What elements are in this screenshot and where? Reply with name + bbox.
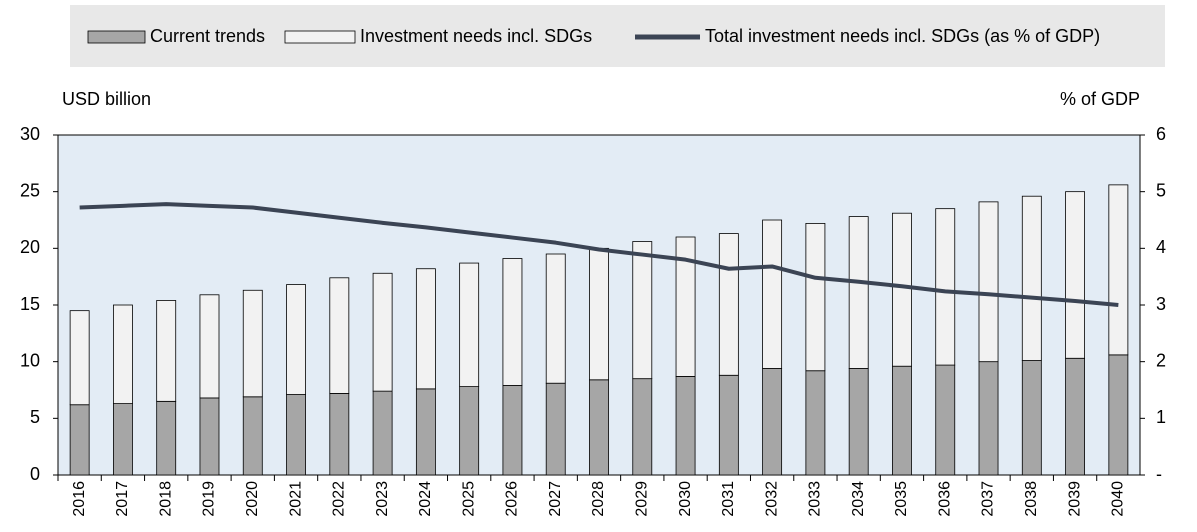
x-tick-label: 2017: [114, 481, 131, 517]
y-tick-label: 15: [20, 294, 40, 314]
bar: [718, 374, 739, 476]
bar: [415, 268, 436, 390]
bar: [1108, 184, 1129, 356]
x-tick-label: 2024: [417, 481, 434, 517]
bar: [762, 219, 783, 369]
bar: [632, 241, 653, 380]
x-tick-label: 2027: [547, 481, 564, 517]
y2-tick-label: 4: [1156, 237, 1166, 257]
bar: [156, 300, 177, 402]
bar: [329, 392, 350, 476]
bar: [415, 388, 436, 476]
line: [79, 202, 1119, 307]
bar: [978, 201, 999, 363]
bar: [1108, 354, 1129, 476]
bar: [502, 258, 523, 386]
bar: [1065, 191, 1086, 359]
x-tick-label: 2032: [763, 481, 780, 517]
bar: [156, 400, 177, 476]
bar: [1021, 360, 1042, 476]
bar: [286, 284, 306, 395]
bar: [372, 390, 393, 476]
legend-swatch: [87, 30, 146, 44]
bar: [762, 368, 783, 476]
x-tick-label: 2035: [893, 481, 910, 517]
bar: [242, 289, 263, 398]
y2-axis-title: % of GDP: [1060, 89, 1140, 109]
bar: [589, 247, 609, 381]
legend-label: Investment needs incl. SDGs: [360, 26, 592, 46]
bar: [545, 253, 566, 384]
x-tick-label: 2034: [850, 481, 867, 517]
bar: [675, 375, 696, 476]
bar: [848, 216, 869, 369]
y-tick-label: 5: [30, 407, 40, 427]
bar: [978, 361, 999, 476]
legend-label: Current trends: [150, 26, 265, 46]
bar: [935, 364, 956, 476]
bar: [112, 304, 133, 404]
x-tick-label: 2036: [936, 481, 953, 517]
x-tick-label: 2030: [677, 481, 694, 517]
bar: [892, 212, 912, 367]
bar: [675, 236, 696, 377]
bar: [1065, 357, 1086, 476]
bar: [242, 396, 263, 476]
x-tick-label: 2019: [201, 481, 218, 517]
bar: [589, 379, 609, 476]
y-tick-label: 30: [20, 124, 40, 144]
x-tick-label: 2029: [633, 481, 650, 517]
y-tick-label: 25: [20, 180, 40, 200]
bar: [502, 385, 523, 476]
bar: [632, 378, 653, 476]
bar: [372, 272, 393, 392]
y-axis-title: USD billion: [62, 89, 151, 109]
bar: [1021, 195, 1042, 361]
x-tick-label: 2022: [331, 481, 348, 517]
y2-tick-label: 2: [1156, 350, 1166, 370]
y-tick-label: 20: [20, 237, 40, 257]
bar: [892, 365, 912, 476]
bar: [459, 262, 480, 388]
legend-label: Total investment needs incl. SDGs (as % …: [705, 26, 1100, 46]
x-tick-label: 2018: [157, 481, 174, 517]
bar: [69, 310, 90, 406]
x-tick-label: 2038: [1023, 481, 1040, 517]
bar: [718, 233, 739, 376]
y-tick-label: 10: [20, 350, 40, 370]
x-tick-label: 2031: [720, 481, 737, 517]
x-tick-label: 2020: [244, 481, 261, 517]
x-tick-label: 2023: [374, 481, 391, 517]
x-tick-label: 2033: [807, 481, 824, 517]
bar: [459, 386, 480, 476]
bar: [805, 222, 826, 372]
x-tick-label: 2040: [1110, 481, 1127, 517]
bar: [935, 208, 956, 366]
y2-tick-label: 1: [1156, 407, 1166, 427]
y-tick-label: 0: [30, 464, 40, 484]
bar: [286, 394, 306, 476]
bar: [69, 404, 90, 476]
x-tick-label: 2026: [504, 481, 521, 517]
bar: [805, 370, 826, 476]
x-tick-label: 2037: [980, 481, 997, 517]
x-tick-label: 2028: [590, 481, 607, 517]
y2-tick-label: -: [1156, 464, 1162, 484]
bar: [545, 382, 566, 476]
bar: [199, 397, 220, 476]
bar: [199, 294, 220, 399]
bar: [848, 368, 869, 476]
legend-box: [70, 5, 1165, 67]
legend-swatch: [284, 30, 356, 44]
y2-tick-label: 5: [1156, 180, 1166, 200]
x-tick-label: 2025: [460, 481, 477, 517]
bar: [329, 277, 350, 394]
x-tick-label: 2021: [287, 481, 304, 517]
x-tick-label: 2016: [71, 481, 88, 517]
y2-tick-label: 3: [1156, 294, 1166, 314]
x-tick-label: 2039: [1066, 481, 1083, 517]
y2-tick-label: 6: [1156, 124, 1166, 144]
bar: [112, 403, 133, 476]
